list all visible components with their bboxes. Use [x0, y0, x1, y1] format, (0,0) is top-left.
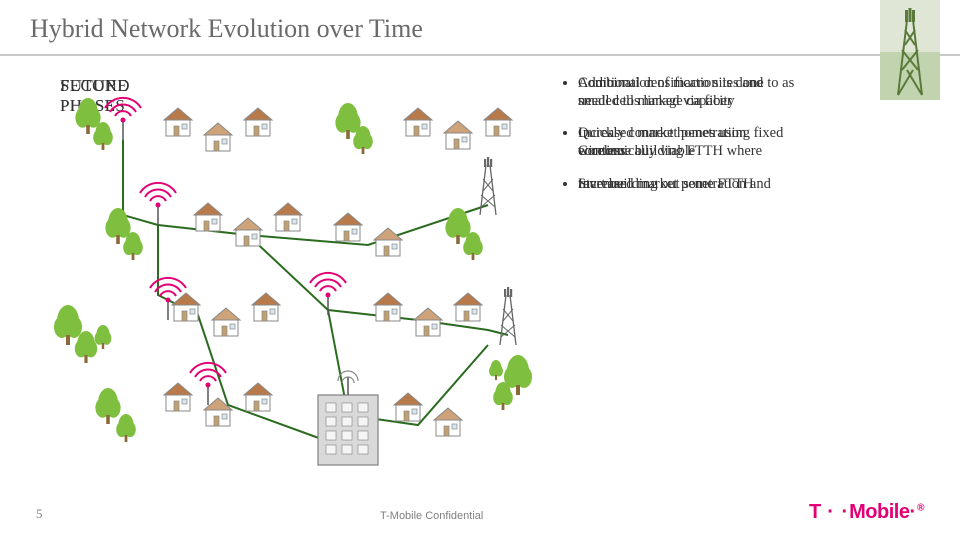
bullet-3: Increased market penetration and Start b…: [578, 175, 930, 193]
network-diagram: [48, 85, 548, 485]
title-rule: [0, 54, 960, 56]
bullet-2: Quickly connect homes using fixed Increa…: [578, 124, 930, 160]
confidential-label: T-Mobile Confidential: [380, 510, 483, 522]
tmobile-logo: T · ·Mobile·®: [809, 501, 924, 524]
bullet-list: Combination of macro sites and Additiona…: [560, 74, 930, 207]
bullet-1: Combination of macro sites and Additiona…: [578, 74, 930, 110]
slide-title: Hybrid Network Evolution over Time: [30, 14, 423, 44]
page-number: 5: [36, 506, 43, 522]
